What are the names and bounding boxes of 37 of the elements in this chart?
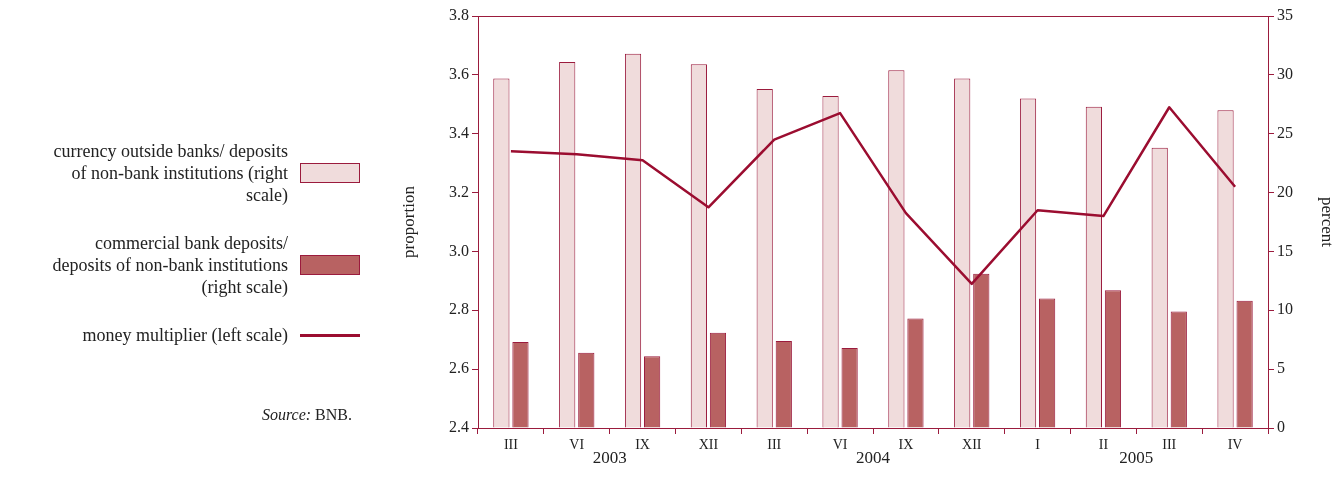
legend-label: commercial bank deposits/ deposits of non-bank institutions (right scale): [51, 232, 288, 298]
y2-tick-label: 35: [1277, 6, 1293, 24]
y2-tick-label: 30: [1277, 65, 1293, 83]
text: 2005: [1119, 447, 1154, 467]
y2-tick-label: 20: [1277, 182, 1293, 200]
y-tick-label: 3.8: [449, 6, 469, 24]
y2-tick-label: 5: [1277, 359, 1285, 377]
text: 2004: [856, 447, 891, 467]
y-axis-title: proportion: [398, 185, 418, 258]
x-tick-label: III: [503, 437, 519, 453]
y-tick-label: 3.0: [449, 241, 469, 259]
x-tick-label: II: [1098, 437, 1109, 453]
x-tick-label: XII: [962, 437, 982, 453]
x-tick-label: III: [767, 437, 782, 453]
y2-axis-title: percent: [1318, 196, 1338, 248]
x-tick-label: XII: [698, 437, 719, 453]
y2-tick-label: 25: [1277, 123, 1293, 141]
y-tick-label: 2.4: [449, 418, 469, 436]
legend-label: money multiplier (left scale): [81, 324, 288, 346]
y2-tick-label: 15: [1277, 241, 1293, 259]
y-tick-label: 2.6: [449, 359, 469, 377]
legend-label: currency outside banks/ deposits of non-bank institutions (right scale): [52, 140, 288, 206]
x-tick-label: VI: [832, 437, 848, 453]
x-tick-label: IX: [635, 437, 650, 453]
y2-tick-label: 10: [1277, 300, 1293, 318]
y2-tick-label: 0: [1277, 418, 1285, 436]
y-tick-label: 3.4: [449, 123, 469, 141]
x-tick-label: I: [1035, 437, 1041, 453]
y-tick-label: 2.8: [449, 300, 469, 318]
y-tick-label: 3.6: [449, 65, 469, 83]
x-tick-label: III: [1162, 437, 1177, 453]
source-note: Source: BNB.: [260, 406, 352, 424]
x-tick-label: IX: [898, 437, 914, 453]
x-tick-label: VI: [569, 437, 585, 453]
text: 2003: [592, 447, 627, 467]
y-tick-label: 3.2: [449, 182, 469, 200]
x-tick-label: IV: [1227, 437, 1243, 453]
